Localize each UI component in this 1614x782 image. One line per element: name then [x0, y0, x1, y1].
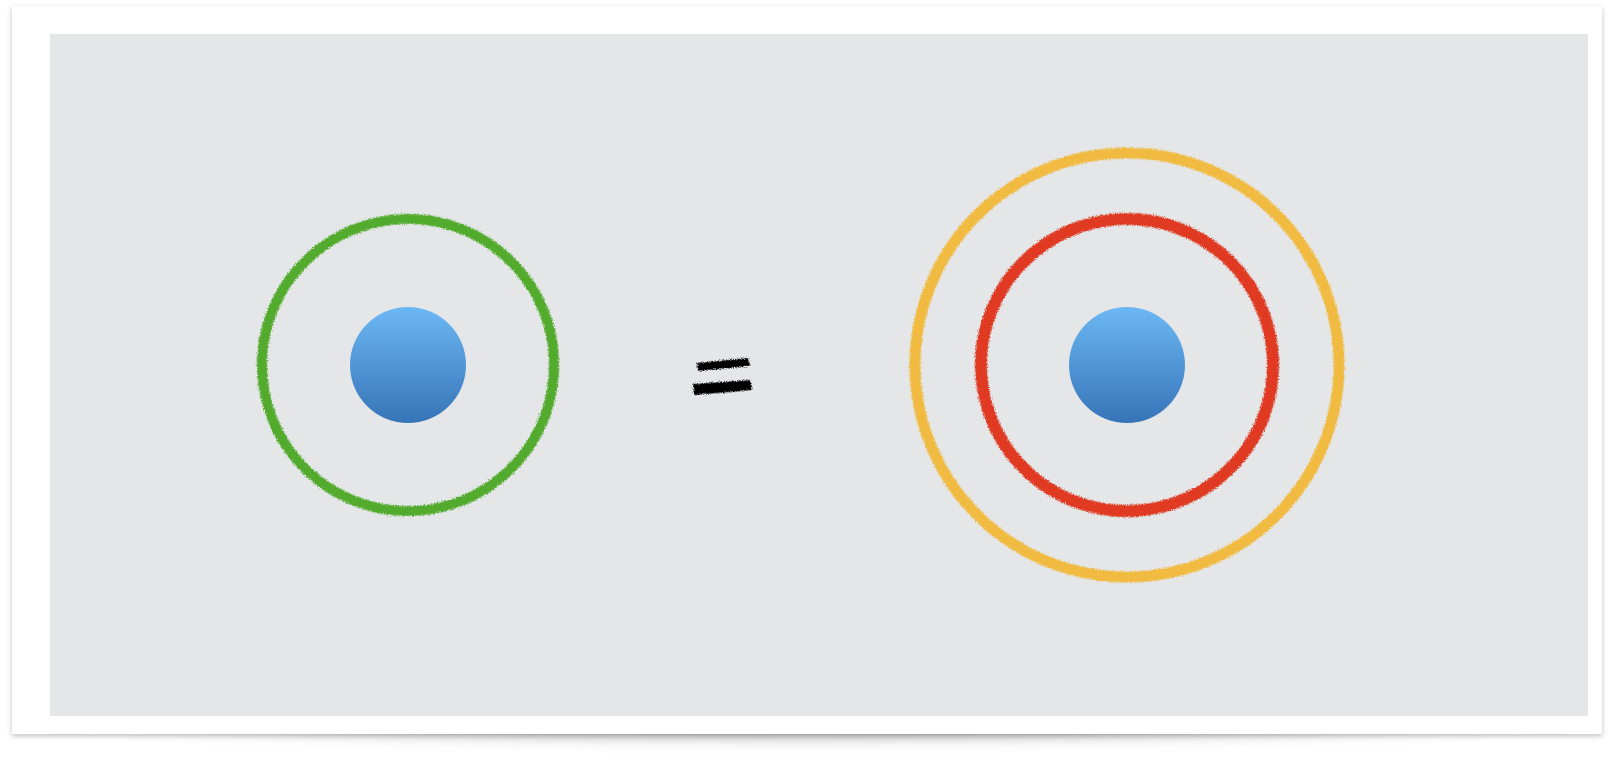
right-atom-orbit-yellow [909, 147, 1345, 583]
right-atom [909, 147, 1345, 583]
left-atom [257, 214, 559, 516]
photo-frame: = [12, 6, 1602, 734]
right-atom-orbit-red [975, 213, 1279, 517]
left-atom-nucleus-icon [350, 307, 466, 423]
atom-equivalence-diagram: = [257, 147, 1345, 583]
equals-sign-icon [693, 358, 752, 395]
diagram-canvas: = [50, 34, 1588, 716]
right-atom-nucleus-icon [1069, 307, 1185, 423]
left-atom-orbit-green [257, 214, 559, 516]
